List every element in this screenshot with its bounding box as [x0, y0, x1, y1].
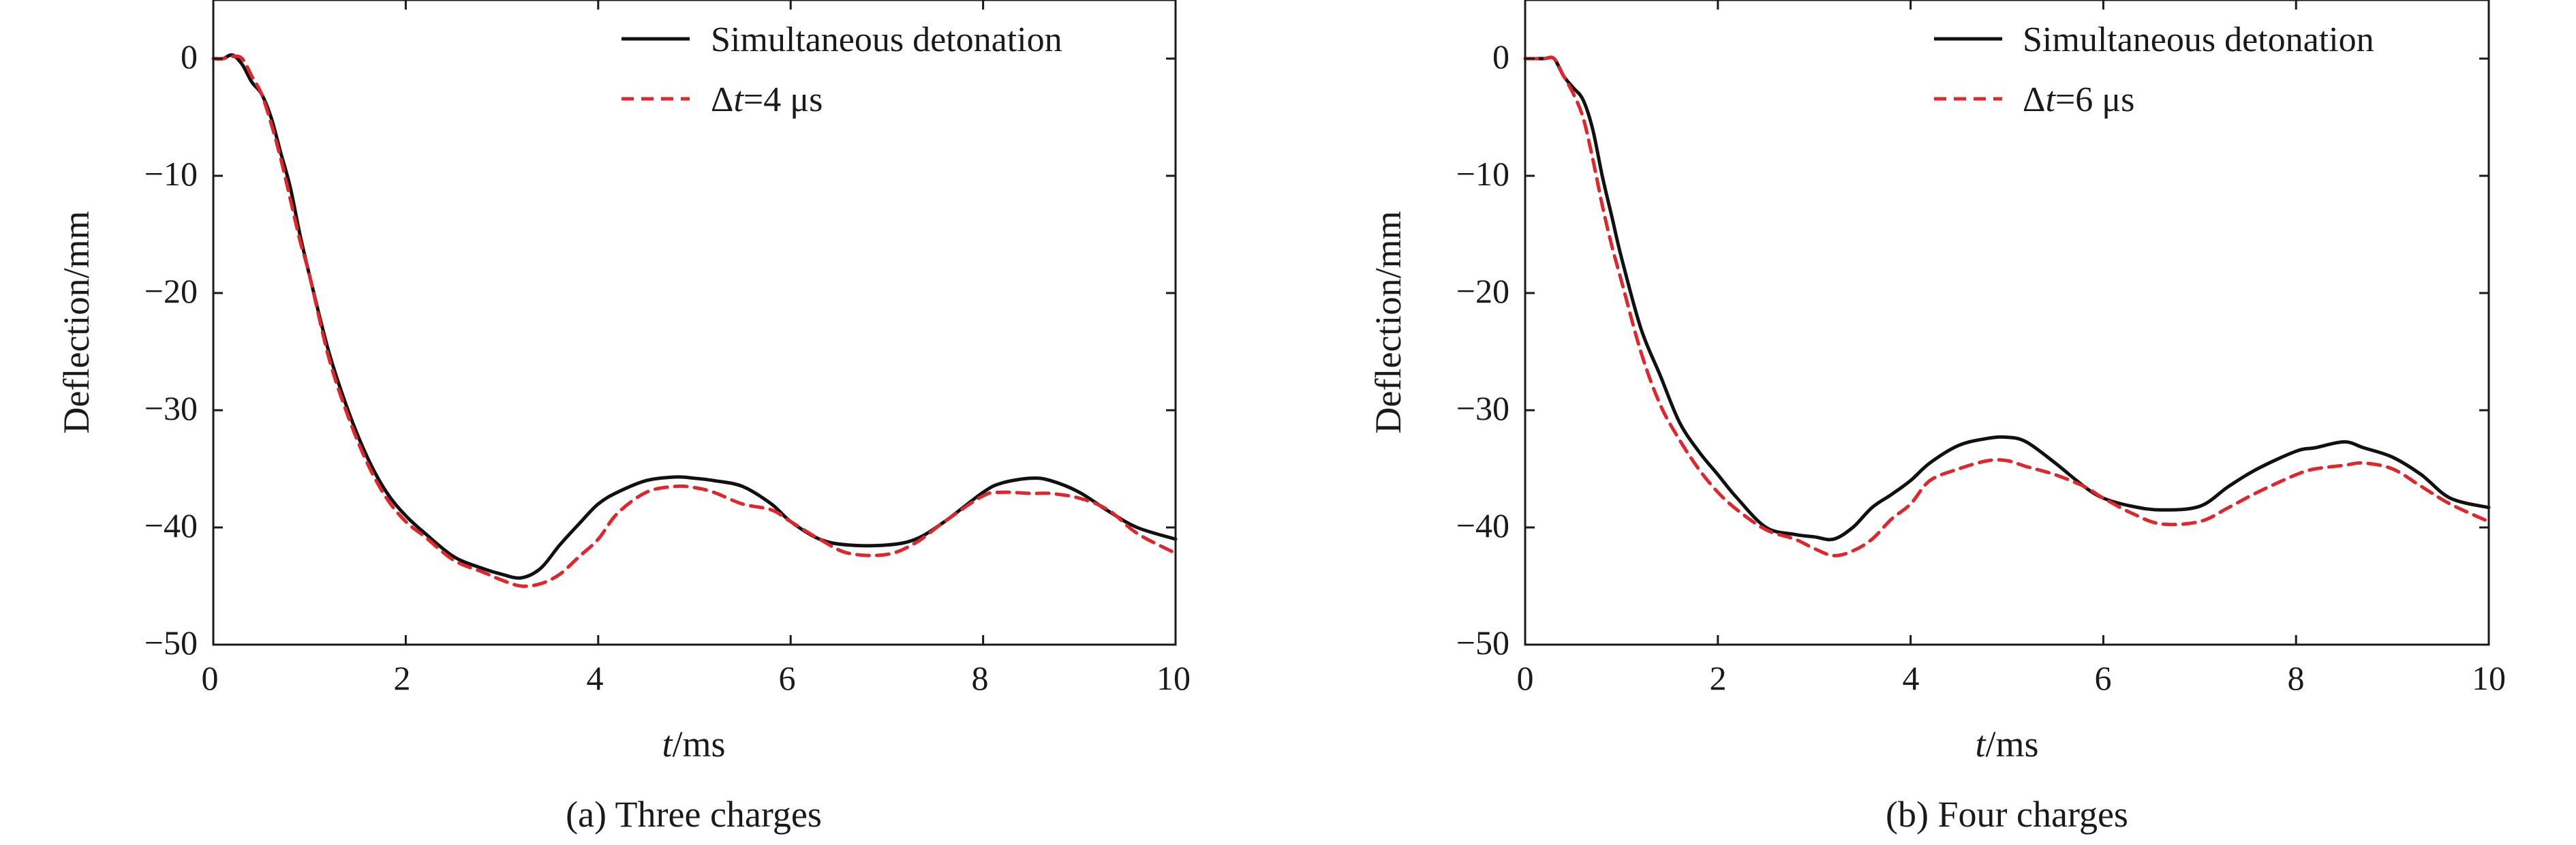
panel-b-legend-solid-label: Simultaneous detonation: [2023, 20, 2374, 59]
panel-a-y-tick-label: −20: [144, 272, 198, 310]
panel-b-x-tick-label: 4: [1903, 659, 1920, 697]
panel-a-x-tick-labels: 0 2 4 6 8 10: [202, 659, 1191, 697]
panel-a-x-tick-label: 2: [394, 659, 411, 697]
panel-a-y-tick-label: −50: [144, 624, 198, 662]
panel-b-y-tick-labels: 0 −10 −20 −30 −40 −50: [1456, 37, 1509, 662]
panel-b-y-tick-label: −30: [1456, 389, 1509, 427]
panel-a-series-layer: [211, 53, 1178, 588]
panel-a-y-tick-label: −40: [144, 506, 198, 544]
panel-b-x-tick-label: 0: [1517, 659, 1534, 697]
panel-a-x-axis-label: t/ms: [662, 724, 725, 765]
panel-a-x-tick-label: 8: [972, 659, 989, 697]
panel-b-x-tick-label: 8: [2288, 659, 2305, 697]
panel-a-y-tick-labels: 0 −10 −20 −30 −40 −50: [144, 37, 198, 662]
panel-b-y-tick-label: −40: [1456, 506, 1509, 544]
panel-b-legend: Simultaneous detonation Δt=6 μs: [1934, 20, 2374, 119]
panel-b-series-delayed-line: [1523, 55, 2491, 557]
panel-a-y-tick-label: −10: [144, 155, 198, 193]
panel-b-caption: (b) Four charges: [1886, 794, 2128, 835]
panel-b-y-tick-label: 0: [1492, 37, 1509, 76]
panel-a-caption: (a) Three charges: [566, 794, 822, 835]
panel-b-series-layer: [1523, 55, 2491, 557]
panel-a-legend-solid-label: Simultaneous detonation: [711, 20, 1062, 59]
panel-b-plot-frame: [1524, 0, 2490, 646]
panel-b-series-simultaneous-line: [1523, 55, 2491, 542]
panel-a-plot-frame: [212, 0, 1177, 646]
panel-four-charges: 0 2 4 6 8 10 0 −10 −20 −30 −40 −50 Defle…: [1368, 0, 2506, 835]
panel-a-legend-dashed-label: Δt=4 μs: [711, 80, 823, 119]
panel-a-y-tick-label: 0: [181, 37, 198, 76]
panel-b-y-tick-label: −10: [1456, 155, 1509, 193]
panel-b-x-axis-label: t/ms: [1975, 724, 2038, 765]
panel-a-series-simultaneous-line: [211, 53, 1178, 580]
panel-a-series-delayed-line: [211, 54, 1178, 588]
panel-a-ticks: [212, 0, 1177, 646]
panel-a-y-axis-label: Deflection/mm: [56, 211, 97, 434]
panel-b-ticks: [1524, 0, 2490, 646]
panel-a-legend: Simultaneous detonation Δt=4 μs: [622, 20, 1062, 119]
panel-b-x-tick-labels: 0 2 4 6 8 10: [1517, 659, 2506, 697]
panel-a-x-tick-label: 6: [779, 659, 796, 697]
panel-b-x-tick-label: 10: [2472, 659, 2506, 697]
panel-a-x-tick-label: 10: [1156, 659, 1191, 697]
panel-b-y-axis-label: Deflection/mm: [1368, 211, 1409, 434]
panel-a-y-tick-label: −30: [144, 389, 198, 427]
panel-a-x-tick-label: 0: [202, 659, 219, 697]
panel-b-x-tick-label: 2: [1710, 659, 1727, 697]
panel-b-y-tick-label: −20: [1456, 272, 1509, 310]
panel-b-x-tick-label: 6: [2095, 659, 2112, 697]
panel-a-x-tick-label: 4: [587, 659, 604, 697]
panel-b-y-tick-label: −50: [1456, 624, 1509, 662]
panel-three-charges: 0 2 4 6 8 10 0 −10 −20 −30 −40 −50 Defle…: [56, 0, 1191, 835]
panel-b-legend-dashed-label: Δt=6 μs: [2023, 80, 2134, 119]
